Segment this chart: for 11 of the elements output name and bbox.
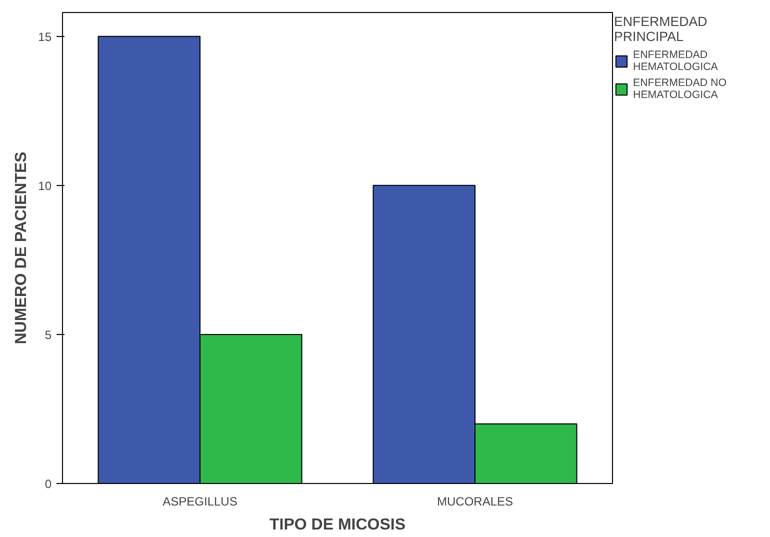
y-tick-label: 0: [44, 477, 52, 491]
x-axis-title: TIPO DE MICOSIS: [269, 516, 406, 534]
x-tick-label: MUCORALES: [436, 494, 514, 508]
legend-label: ENFERMEDAD NO HEMATOLOGICA: [633, 77, 727, 101]
y-axis-title: NUMERO DE PACIENTES: [13, 151, 30, 344]
y-tick-label: 5: [44, 328, 52, 342]
y-tick-label: 10: [38, 178, 52, 193]
legend-label: ENFERMEDAD HEMATOLOGICA: [633, 49, 718, 73]
x-tick-label: ASPEGILLUS: [162, 494, 238, 508]
legend-title: ENFERMEDAD PRINCIPAL: [614, 14, 708, 44]
y-tick-label: 15: [38, 30, 52, 44]
